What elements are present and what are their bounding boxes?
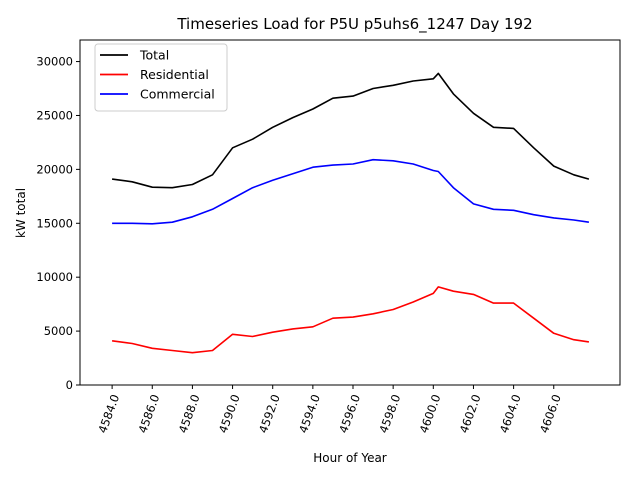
x-tick-label: 4602.0: [457, 392, 484, 435]
chart-title: Timeseries Load for P5U p5uhs6_1247 Day …: [176, 15, 532, 34]
legend-label: Total: [139, 48, 169, 63]
y-tick-label: 20000: [36, 162, 73, 176]
y-tick-label: 10000: [36, 270, 73, 284]
x-tick-label: 4594.0: [296, 392, 323, 435]
y-axis-label: kW total: [14, 188, 28, 238]
plot-frame: [79, 39, 621, 386]
legend-label: Residential: [140, 67, 209, 82]
x-tick-label: 4604.0: [497, 392, 524, 435]
x-tick-label: 4600.0: [416, 392, 443, 435]
x-tick-label: 4584.0: [95, 392, 122, 435]
x-tick-label: 4606.0: [537, 392, 564, 435]
y-tick-label: 5000: [44, 324, 73, 338]
x-axis-label: Hour of Year: [313, 451, 387, 465]
x-tick-label: 4592.0: [256, 392, 283, 435]
series-line-commercial: [112, 158, 590, 225]
x-tick-label: 4596.0: [336, 392, 363, 435]
y-tick-label: 15000: [36, 216, 73, 230]
x-tick-label: 4586.0: [135, 392, 162, 435]
legend-label: Commercial: [140, 87, 215, 102]
y-tick-label: 25000: [36, 108, 73, 122]
x-tick-label: 4590.0: [216, 392, 243, 435]
y-tick-label: 30000: [36, 55, 73, 69]
series-line-total: [111, 72, 590, 189]
x-tick-label: 4588.0: [176, 392, 203, 435]
series-line-residential: [111, 286, 590, 354]
x-tick-label: 4598.0: [376, 392, 403, 435]
y-tick-label: 0: [66, 378, 73, 392]
legend: Total Residential Commercial: [94, 43, 228, 112]
